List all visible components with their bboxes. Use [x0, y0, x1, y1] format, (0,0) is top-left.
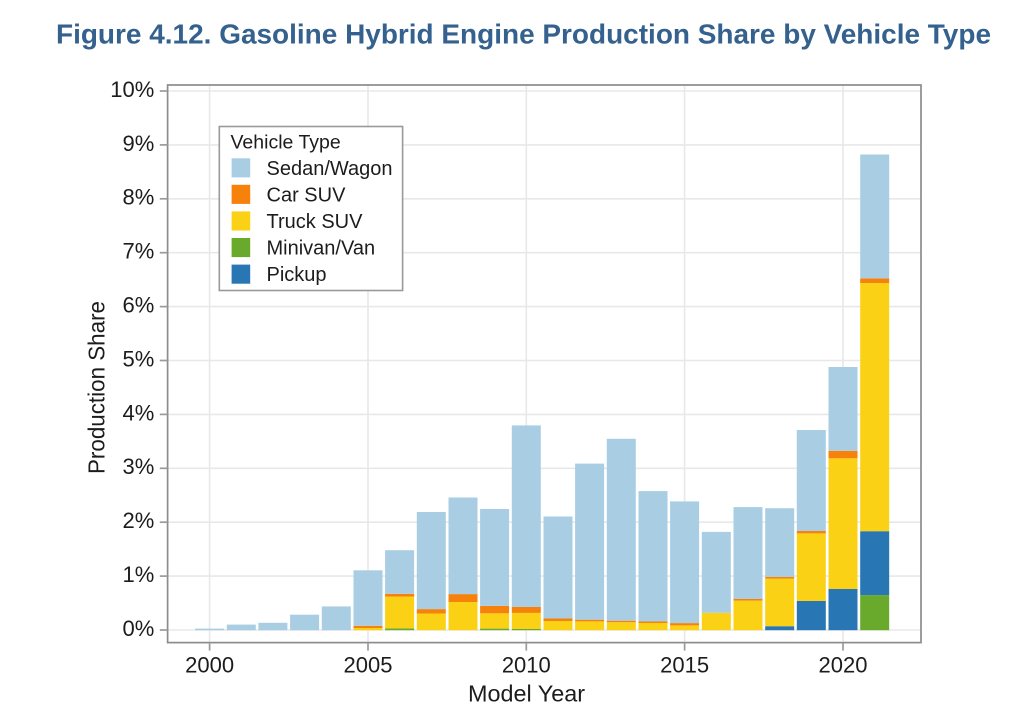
svg-text:Vehicle Type: Vehicle Type: [231, 132, 341, 154]
svg-text:3%: 3%: [123, 454, 155, 479]
svg-text:6%: 6%: [123, 293, 155, 318]
svg-text:7%: 7%: [123, 239, 155, 264]
svg-text:Minivan/Van: Minivan/Van: [267, 238, 376, 260]
svg-text:2010: 2010: [502, 652, 551, 677]
svg-text:10%: 10%: [110, 77, 154, 102]
svg-text:8%: 8%: [123, 185, 155, 210]
svg-text:2005: 2005: [344, 652, 393, 677]
svg-text:4%: 4%: [123, 400, 155, 425]
svg-text:5%: 5%: [123, 346, 155, 371]
svg-text:0%: 0%: [123, 616, 155, 641]
svg-text:Model Year: Model Year: [468, 680, 585, 706]
svg-text:2015: 2015: [660, 652, 709, 677]
svg-text:Figure 4.12. Gasoline Hybrid E: Figure 4.12. Gasoline Hybrid Engine Prod…: [56, 18, 991, 49]
svg-text:2020: 2020: [819, 652, 868, 677]
svg-text:Truck SUV: Truck SUV: [267, 211, 364, 233]
svg-text:2%: 2%: [123, 508, 155, 533]
svg-text:9%: 9%: [123, 131, 155, 156]
svg-text:1%: 1%: [123, 562, 155, 587]
svg-text:2000: 2000: [185, 652, 234, 677]
svg-text:Pickup: Pickup: [267, 264, 327, 286]
svg-text:Car SUV: Car SUV: [267, 184, 347, 206]
svg-text:Production Share: Production Share: [84, 301, 110, 474]
svg-text:Sedan/Wagon: Sedan/Wagon: [267, 158, 393, 180]
